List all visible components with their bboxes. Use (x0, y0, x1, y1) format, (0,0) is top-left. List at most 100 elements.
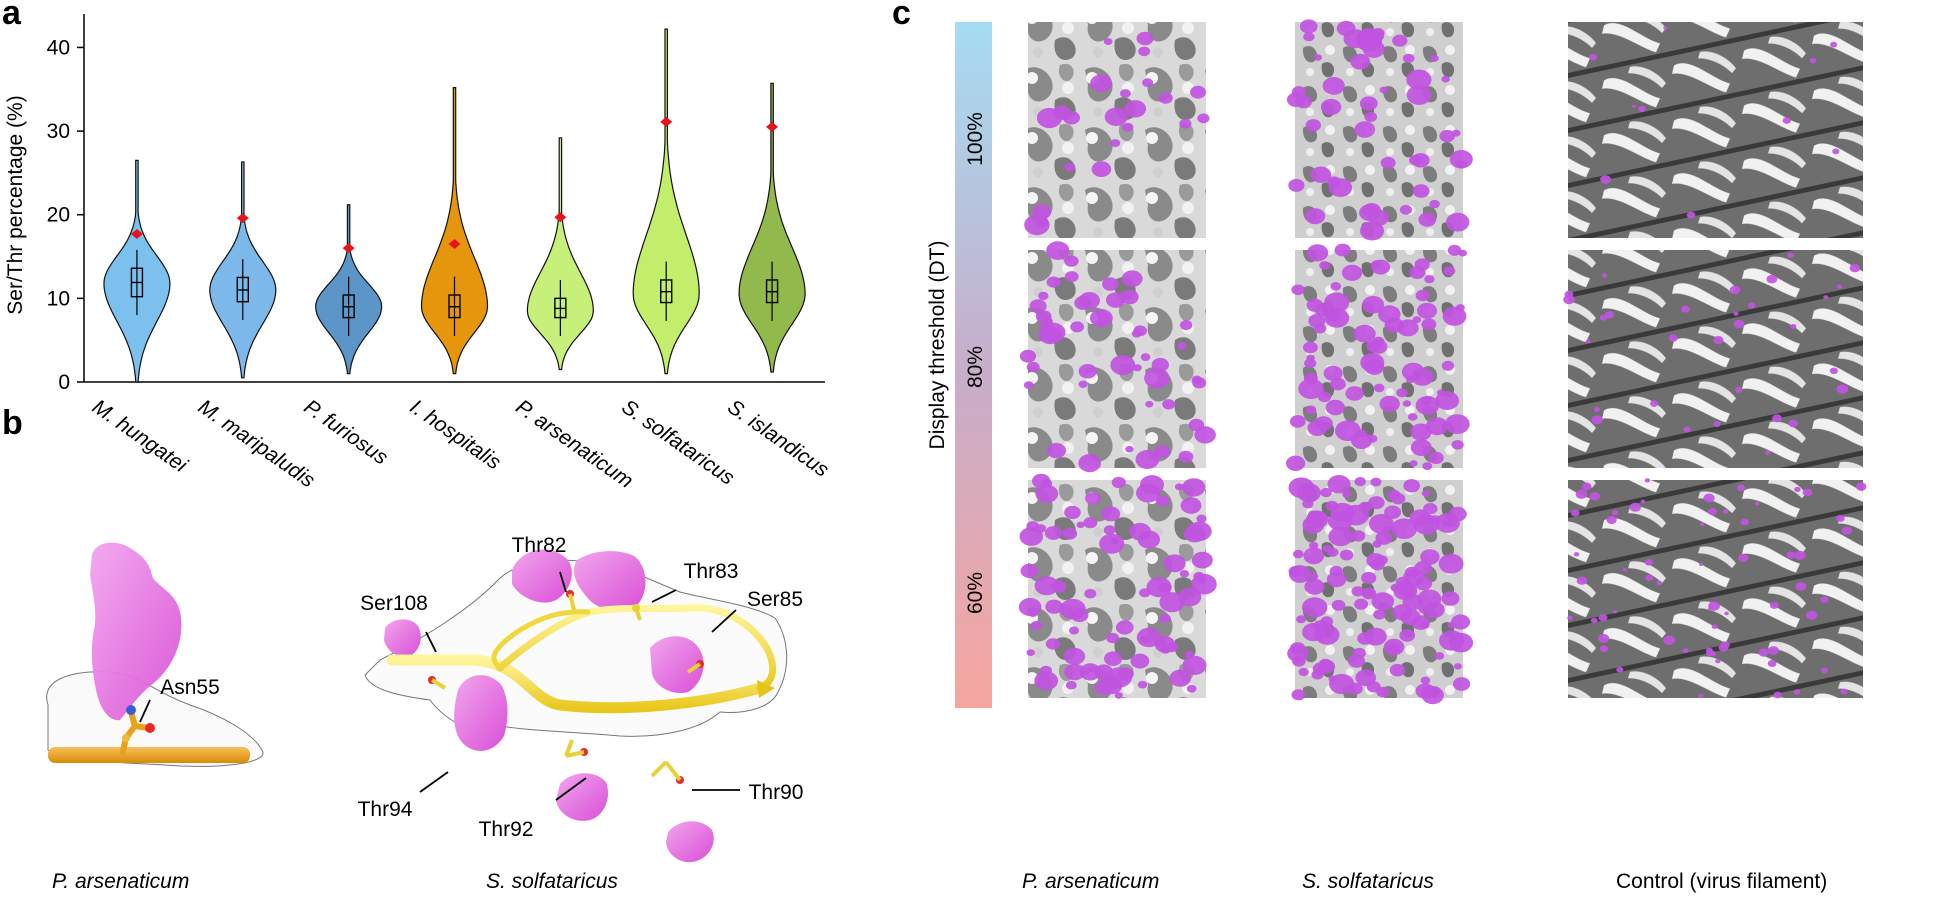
magenta-spot (1362, 296, 1385, 314)
magenta-spot (1036, 217, 1049, 228)
ribbon-arrow (757, 680, 775, 698)
magenta-spot (1313, 511, 1324, 520)
magenta-spot (1026, 361, 1040, 373)
magenta-spot (1319, 261, 1331, 270)
magenta-spot (1298, 667, 1309, 677)
magenta-spot (1686, 211, 1696, 219)
magenta-spot (1065, 680, 1077, 690)
magenta-spot (1740, 518, 1749, 526)
magenta-spot (1019, 527, 1044, 546)
magenta-spot (1769, 601, 1779, 609)
label-asn55: Asn55 (160, 676, 220, 699)
x-tick-label: M. maripaludis (194, 395, 319, 492)
magenta-spot (1304, 358, 1317, 369)
magenta-spot (1724, 611, 1729, 616)
magenta-spot (1357, 632, 1373, 645)
magenta-spot (1644, 478, 1651, 483)
magenta-spot (1413, 514, 1440, 535)
magenta-spot (1295, 95, 1312, 109)
density-map-grid (1018, 19, 1867, 705)
magenta-spot (1043, 317, 1053, 326)
magenta-spot (1699, 562, 1704, 566)
magenta-spot (1823, 295, 1829, 300)
density-map-r1-c1 (1286, 243, 1470, 471)
magenta-spot (1099, 533, 1125, 554)
magenta-spot (1323, 365, 1343, 381)
magenta-spot (1358, 501, 1372, 513)
magenta-spot (1339, 549, 1354, 561)
magenta-spot (1449, 150, 1473, 169)
y-tick-label: 10 (47, 287, 70, 310)
magenta-spot (1735, 386, 1743, 393)
map-surface (1028, 22, 1206, 238)
magenta-spot (1154, 445, 1171, 458)
magenta-spot (1442, 306, 1467, 326)
magenta-spot (1428, 451, 1444, 464)
magenta-spot (1194, 426, 1216, 444)
magenta-spot (1663, 635, 1676, 645)
asn55-sidechain (119, 705, 155, 756)
magenta-spot (1794, 550, 1806, 561)
magenta-spot (1380, 156, 1396, 169)
magenta-spot (1715, 659, 1721, 664)
s-solfataricus-structure: Ser108 Thr82 Thr83 Ser85 Thr94 Thr92 Thr… (358, 534, 803, 863)
magenta-spot (1083, 517, 1098, 529)
magenta-spot (1370, 477, 1382, 487)
magenta-spot (1829, 367, 1838, 374)
yellow-ribbon-top (491, 609, 591, 670)
magenta-spot (1169, 669, 1191, 687)
caption-b-left: P. arsenaticum (52, 870, 190, 893)
magenta-spot (1604, 311, 1614, 319)
magenta-spot (1589, 492, 1601, 501)
magenta-spot (1407, 413, 1418, 421)
magenta-spot (1448, 632, 1474, 653)
magenta-spot (1832, 148, 1840, 155)
magenta-spot (1758, 648, 1769, 657)
yellow-ribbon-loop (496, 604, 777, 692)
magenta-spot (1590, 617, 1598, 624)
magenta-spot (1117, 667, 1134, 681)
magenta-spot (1438, 553, 1464, 574)
magenta-spot (1830, 41, 1838, 48)
panel-letter-c: c (892, 0, 911, 32)
magenta-spot (1179, 320, 1193, 331)
magenta-spot (1038, 291, 1049, 301)
magenta-spot (1103, 38, 1113, 45)
magenta-blob (666, 821, 714, 863)
magenta-spot (1436, 389, 1446, 397)
magenta-spot (1330, 282, 1341, 291)
magenta-spot (1310, 166, 1332, 183)
magenta-spot (1422, 462, 1433, 471)
magenta-spot (1177, 342, 1187, 351)
magenta-spot (1305, 119, 1321, 132)
highlight-marker (766, 121, 779, 132)
magenta-spot (1699, 522, 1705, 527)
magenta-spot (1794, 486, 1801, 492)
y-tick-label: 20 (47, 204, 70, 227)
magenta-spot (1373, 383, 1385, 393)
magenta-spot (1348, 654, 1365, 668)
magenta-spot (1142, 78, 1154, 88)
magenta-spot (1729, 285, 1741, 295)
magenta-spot (1125, 445, 1134, 453)
magenta-spot (1155, 495, 1170, 507)
label-ser108: Ser108 (360, 592, 428, 615)
magenta-spot (1291, 284, 1305, 296)
magenta-spot (1637, 105, 1646, 113)
magenta-spot (1289, 415, 1306, 428)
magenta-spot (1663, 26, 1668, 30)
magenta-spot (1306, 354, 1315, 362)
density-map-r1-c0 (1019, 241, 1216, 473)
magenta-spot (1146, 577, 1172, 598)
magenta-spot (1313, 323, 1327, 334)
magenta-spot (1767, 660, 1777, 667)
magenta-spot (1104, 651, 1123, 666)
magenta-spot (1163, 554, 1186, 573)
magenta-spot (1593, 407, 1600, 412)
magenta-spot (1299, 19, 1318, 34)
magenta-spot (1140, 635, 1151, 644)
magenta-spot (1078, 364, 1097, 379)
magenta-spot (1034, 576, 1059, 596)
magenta-spot (1029, 299, 1047, 313)
